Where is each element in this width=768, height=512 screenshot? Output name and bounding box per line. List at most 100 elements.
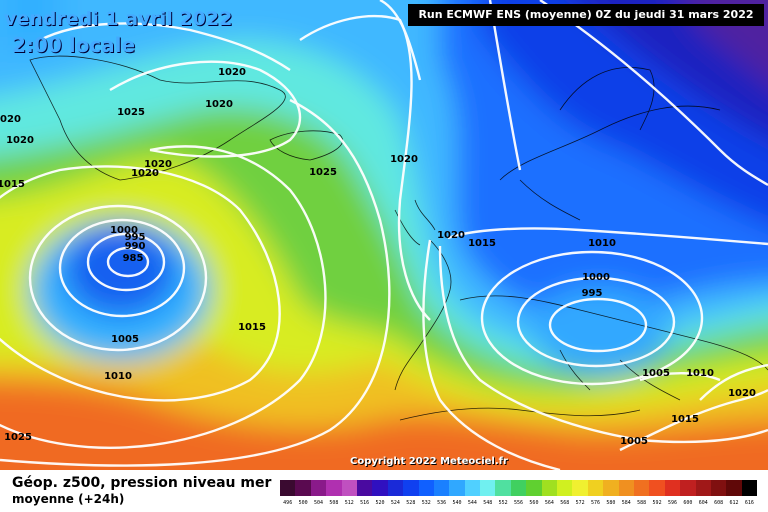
color-swatch — [280, 480, 296, 496]
scale-tick-label: 608 — [714, 500, 724, 506]
color-swatch — [541, 480, 558, 496]
color-swatch — [741, 480, 758, 496]
isobars — [0, 0, 768, 470]
coastlines — [29, 55, 768, 421]
scale-tick-label: 580 — [606, 500, 616, 506]
scale-tick-label: 512 — [344, 500, 354, 506]
run-info-banner: Run ECMWF ENS (moyenne) 0Z du jeudi 31 m… — [408, 4, 764, 26]
isobar-label: 995 — [582, 288, 603, 299]
color-swatch — [356, 480, 373, 496]
color-swatch — [557, 480, 573, 496]
color-swatch — [603, 480, 619, 496]
scale-tick-label: 560 — [529, 500, 539, 506]
scale-tick-label: 536 — [437, 500, 447, 506]
scale-tick-label: 572 — [575, 500, 585, 506]
color-swatch — [449, 480, 465, 496]
scale-tick-label: 584 — [621, 500, 631, 506]
isobar-label: 1025 — [309, 167, 337, 178]
scale-tick-label: 564 — [544, 500, 554, 506]
scale-tick-label: 544 — [467, 500, 477, 506]
isobar-label: 1005 — [620, 436, 648, 447]
isobar-label: 1015 — [0, 179, 25, 190]
isobar-label: 1020 — [390, 154, 418, 165]
scale-tick-label: 500 — [298, 500, 308, 506]
color-swatch — [495, 480, 511, 496]
color-swatch — [633, 480, 650, 496]
color-swatch — [387, 480, 404, 496]
color-scale — [280, 480, 758, 496]
scale-tick-label: 588 — [637, 500, 647, 506]
color-swatch — [526, 480, 542, 496]
color-swatch — [587, 480, 604, 496]
isobar-label: 1015 — [468, 238, 496, 249]
color-scale-ticks: 496 500 504 508 512 516 520 524 528 532 536 540 544 5… — [280, 500, 757, 506]
isobar-label: 1000 — [582, 272, 610, 283]
isobar-label: 1015 — [238, 322, 266, 333]
scale-tick-label: 568 — [560, 500, 570, 506]
scale-tick-label: 612 — [729, 500, 739, 506]
color-swatch — [464, 480, 481, 496]
color-swatch — [695, 480, 711, 496]
legend-subtitle: moyenne (+24h) — [12, 492, 125, 506]
color-swatch — [433, 480, 450, 496]
isobar-label: 1015 — [671, 414, 699, 425]
color-swatch — [618, 480, 634, 496]
isobar-label: 1020 — [218, 67, 246, 78]
color-swatch — [310, 480, 327, 496]
scale-tick-label: 576 — [590, 500, 601, 506]
isobar-label: 1020 — [728, 388, 756, 399]
isobar-label: 1020 — [205, 99, 233, 110]
scale-tick-label: 520 — [375, 500, 385, 506]
isobar-label: 985 — [123, 253, 144, 264]
scale-tick-label: 548 — [483, 500, 493, 506]
color-swatch — [649, 480, 665, 496]
color-swatch — [710, 480, 727, 496]
isobar-label: 1010 — [104, 371, 132, 382]
isobar-label: 1020 — [131, 168, 159, 179]
scale-tick-label: 524 — [390, 500, 400, 506]
isobar-label: 1010 — [686, 368, 714, 379]
scale-tick-label: 552 — [498, 500, 508, 506]
legend-panel: Géop. z500, pression niveau mer moyenne … — [0, 470, 768, 512]
scale-tick-label: 496 — [283, 500, 293, 506]
scale-tick-label: 596 — [667, 500, 677, 506]
isobar-label: 1020 — [144, 159, 172, 170]
color-swatch — [726, 480, 742, 496]
color-swatch — [295, 480, 311, 496]
scale-tick-label: 600 — [683, 500, 693, 506]
scale-tick-label: 516 — [360, 500, 370, 506]
color-swatch — [418, 480, 434, 496]
isobar-labels: 1020102510201020102010201020101510251020… — [0, 67, 756, 447]
color-swatch — [664, 480, 681, 496]
forecast-time: 2:00 locale — [12, 33, 136, 57]
isobar-label: 995 — [125, 232, 146, 243]
scale-tick-label: 508 — [329, 500, 339, 506]
copyright-text: Copyright 2022 Meteociel.fr — [350, 456, 508, 467]
isobar-label: 1025 — [117, 107, 145, 118]
color-swatch — [341, 480, 357, 496]
color-swatch — [372, 480, 388, 496]
color-swatch — [403, 480, 419, 496]
isobar-label: 1005 — [642, 368, 670, 379]
scale-tick-label: 504 — [313, 500, 323, 506]
color-swatch — [326, 480, 342, 496]
scale-tick-label: 616 — [744, 500, 754, 506]
color-swatch — [510, 480, 527, 496]
isobar-label: 1020 — [0, 114, 21, 125]
scale-tick-label: 528 — [406, 500, 416, 506]
legend-title: Géop. z500, pression niveau mer — [12, 475, 272, 491]
isobar-label: 1020 — [437, 230, 465, 241]
isobar-label: 990 — [125, 241, 146, 252]
isobar-label: 1010 — [588, 238, 616, 249]
forecast-date: vendredi 1 avril 2022 — [4, 8, 233, 30]
weather-map: 1020102510201020102010201020101510251020… — [0, 0, 768, 470]
scale-tick-label: 604 — [698, 500, 708, 506]
scale-tick-label: 532 — [421, 500, 431, 506]
color-swatch — [680, 480, 696, 496]
color-swatch — [572, 480, 588, 496]
color-swatch — [480, 480, 496, 496]
isobar-label: 1005 — [111, 334, 139, 345]
scale-tick-label: 592 — [652, 500, 662, 506]
isobar-label: 1025 — [4, 432, 32, 443]
geopotential-field — [0, 0, 768, 470]
